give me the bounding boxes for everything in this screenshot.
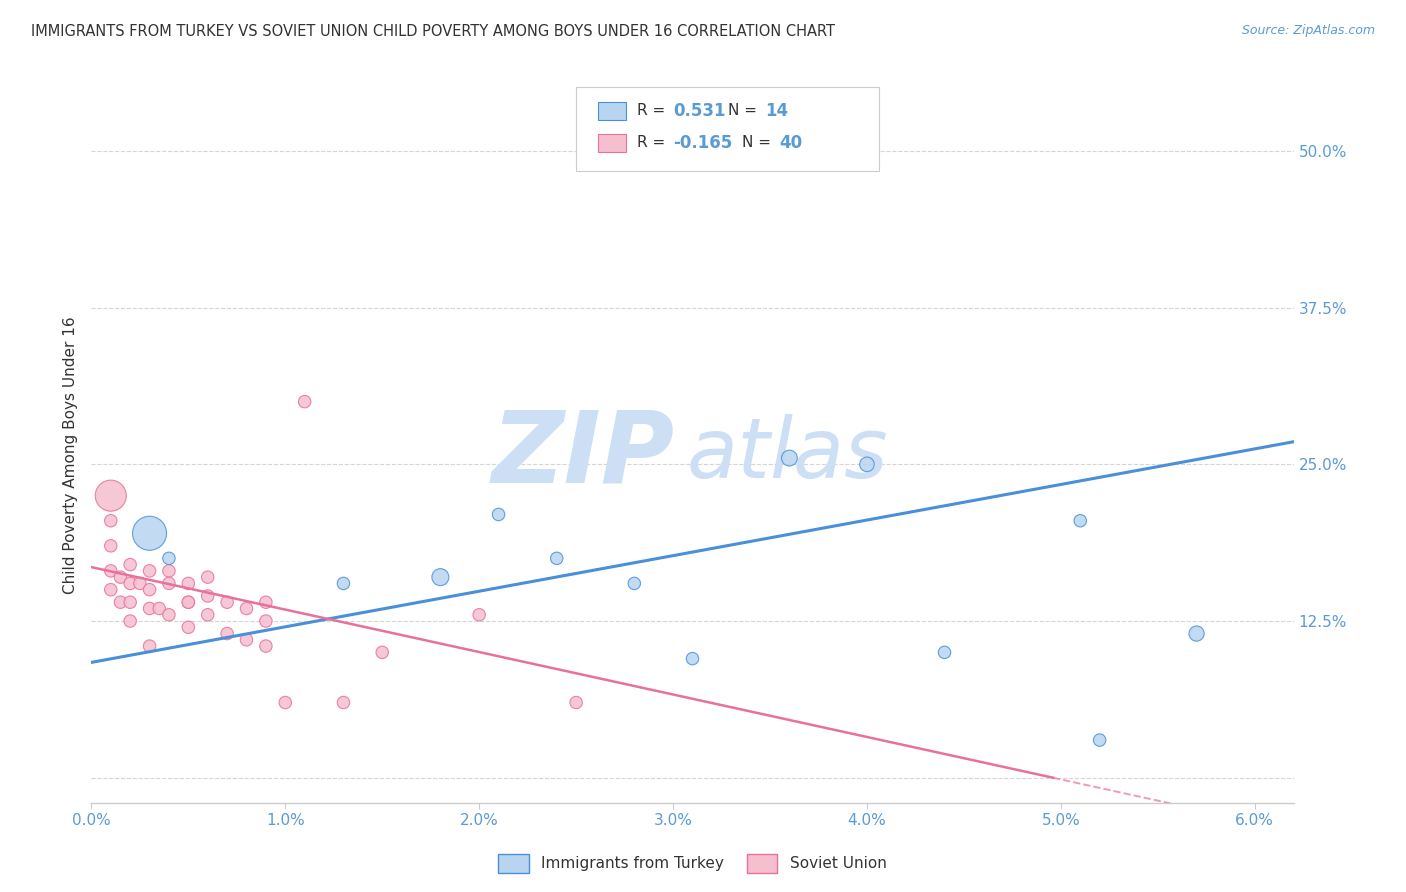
Point: [254, 595, 277, 609]
Text: 14: 14: [765, 102, 787, 120]
Text: R =: R =: [637, 136, 671, 150]
Point: [565, 696, 588, 710]
Point: [138, 582, 160, 597]
Point: [120, 576, 142, 591]
Text: Source: ZipAtlas.com: Source: ZipAtlas.com: [1241, 24, 1375, 37]
Point: [177, 576, 200, 591]
Point: [177, 620, 200, 634]
Point: [120, 614, 142, 628]
Point: [197, 589, 219, 603]
Text: 40: 40: [779, 134, 801, 152]
Point: [235, 632, 257, 647]
Point: [332, 696, 354, 710]
Point: [681, 651, 703, 665]
Point: [254, 614, 277, 628]
Y-axis label: Child Poverty Among Boys Under 16: Child Poverty Among Boys Under 16: [62, 316, 77, 594]
Point: [332, 576, 354, 591]
Point: [177, 595, 200, 609]
Point: [856, 458, 879, 472]
Point: [623, 576, 645, 591]
Text: atlas: atlas: [686, 415, 889, 495]
Point: [468, 607, 491, 622]
Point: [138, 564, 160, 578]
Point: [197, 607, 219, 622]
Point: [100, 539, 122, 553]
Point: [138, 639, 160, 653]
Text: N =: N =: [742, 136, 776, 150]
Point: [100, 582, 122, 597]
Point: [778, 451, 800, 466]
Point: [235, 601, 257, 615]
Point: [110, 595, 132, 609]
Point: [157, 576, 180, 591]
Text: ZIP: ZIP: [492, 407, 675, 503]
Point: [120, 595, 142, 609]
Text: R =: R =: [637, 103, 671, 118]
Point: [429, 570, 451, 584]
Text: 0.531: 0.531: [673, 102, 725, 120]
Point: [546, 551, 568, 566]
Text: -0.165: -0.165: [673, 134, 733, 152]
Point: [177, 595, 200, 609]
Point: [138, 526, 160, 541]
Point: [254, 639, 277, 653]
Point: [100, 514, 122, 528]
Point: [120, 558, 142, 572]
Point: [157, 607, 180, 622]
Point: [157, 564, 180, 578]
Point: [1185, 626, 1208, 640]
Point: [371, 645, 394, 659]
Point: [488, 508, 510, 522]
Point: [217, 626, 239, 640]
Point: [110, 570, 132, 584]
Point: [274, 696, 297, 710]
Point: [157, 551, 180, 566]
Text: IMMIGRANTS FROM TURKEY VS SOVIET UNION CHILD POVERTY AMONG BOYS UNDER 16 CORRELA: IMMIGRANTS FROM TURKEY VS SOVIET UNION C…: [31, 24, 835, 39]
Point: [934, 645, 956, 659]
Text: N =: N =: [728, 103, 762, 118]
Point: [197, 570, 219, 584]
Point: [1069, 514, 1091, 528]
Point: [294, 394, 316, 409]
Point: [1088, 733, 1111, 747]
Point: [217, 595, 239, 609]
Point: [100, 564, 122, 578]
Point: [100, 489, 122, 503]
Point: [138, 601, 160, 615]
Legend: Immigrants from Turkey, Soviet Union: Immigrants from Turkey, Soviet Union: [492, 847, 893, 879]
Point: [128, 576, 150, 591]
Point: [148, 601, 170, 615]
